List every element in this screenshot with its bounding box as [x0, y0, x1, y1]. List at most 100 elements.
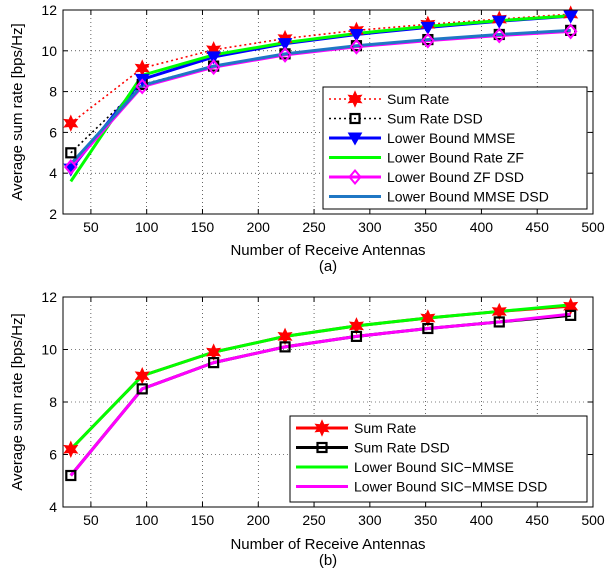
- x-tick-label-5: 300: [358, 219, 382, 235]
- legend-item: Lower Bound SIC−MMSE DSD: [296, 479, 547, 495]
- y-tick-label-1: 4: [49, 165, 57, 181]
- marker-4: [350, 330, 363, 342]
- marker-4: [349, 28, 364, 42]
- marker-7: [563, 23, 578, 40]
- marker-0: [63, 114, 79, 132]
- marker-3: [277, 38, 293, 52]
- marker-0: [64, 159, 78, 176]
- marker-legend: [348, 168, 362, 186]
- x-tick-label-1: 100: [135, 219, 159, 235]
- legend-label: Lower Bound Rate ZF: [387, 150, 524, 166]
- series-line-3: [69, 312, 571, 477]
- marker-3: [277, 327, 293, 346]
- marker-6: [493, 316, 505, 328]
- x-tick-label-3: 200: [247, 219, 271, 235]
- x-axis-label: Number of Receive Antennas: [230, 536, 425, 553]
- chart-caption: (b): [319, 552, 337, 569]
- marker-legend: [347, 132, 363, 146]
- marker-5: [420, 21, 436, 35]
- legend-label: Lower Bound SIC−MMSE: [354, 459, 514, 475]
- x-tick-label-1: 100: [135, 512, 159, 528]
- y-tick-label-0: 4: [49, 499, 57, 515]
- x-tick-label-7: 400: [470, 512, 494, 528]
- marker-2: [206, 59, 221, 76]
- series-markers-2: [63, 10, 579, 177]
- x-tick-label-4: 250: [302, 512, 326, 528]
- legend-label: Sum Rate DSD: [354, 440, 450, 456]
- y-tick-label-3: 8: [49, 84, 57, 100]
- y-axis: 2 4 6 8 10 12: [41, 2, 593, 222]
- series-group: [63, 297, 579, 482]
- marker-6: [491, 302, 507, 321]
- x-tick-label-0: 50: [83, 512, 99, 528]
- marker-2: [206, 343, 222, 361]
- marker-4: [348, 317, 365, 335]
- chart-caption: (a): [319, 258, 337, 275]
- legend-item: Sum Rate DSD: [329, 111, 483, 127]
- legend-item: Lower Bound Rate ZF: [329, 150, 524, 166]
- marker-4: [349, 38, 364, 55]
- x-tick-label-9: 500: [581, 219, 605, 235]
- y-axis-label: Average sum rate [bps/Hz]: [9, 23, 26, 200]
- marker-7: [565, 309, 577, 321]
- legend-label: Lower Bound ZF DSD: [387, 169, 524, 185]
- marker-7: [563, 10, 579, 24]
- marker-legend: [316, 441, 328, 454]
- y-tick-label-1: 6: [49, 447, 57, 463]
- chart-b: 50 100 150 200 250 300 350 400 450 500 4 6 8 10 12 Numb…: [9, 289, 605, 569]
- x-axis-label: Number of Receive Antennas: [230, 242, 425, 259]
- marker-5: [422, 322, 434, 335]
- x-tick-label-8: 450: [526, 219, 550, 235]
- marker-legend: [347, 90, 363, 108]
- x-tick-label-5: 300: [358, 512, 382, 528]
- legend-item: Sum Rate: [296, 419, 416, 437]
- y-axis: 4 6 8 10 12: [41, 289, 593, 515]
- marker-7: [563, 297, 579, 315]
- axes-frame: [62, 9, 594, 215]
- y-tick-label-4: 10: [41, 43, 57, 59]
- x-tick-label-2: 150: [191, 512, 215, 528]
- marker-0: [65, 469, 77, 482]
- y-tick-label-5: 12: [41, 2, 57, 18]
- chart-a: 50 100 150 200 250 300 350 400 450 500 2 4 6 8 10 12 Num…: [9, 2, 605, 275]
- legend-label: Sum Rate: [387, 91, 449, 107]
- series-markers-1: [65, 309, 577, 482]
- series-line-2: [69, 303, 571, 451]
- x-tick-label-7: 400: [470, 219, 494, 235]
- y-tick-label-4: 12: [41, 289, 57, 305]
- marker-5: [420, 309, 436, 327]
- legend: Sum Rate Sum Rate DSD Lower Bound MMSE Lowe…: [322, 86, 588, 210]
- marker-legend: [314, 419, 330, 437]
- y-tick-label-2: 8: [49, 394, 57, 410]
- marker-6: [491, 15, 507, 29]
- legend-label: Lower Bound MMSE DSD: [387, 189, 549, 205]
- y-tick-label-3: 10: [41, 342, 57, 358]
- y-tick-label-2: 6: [49, 124, 57, 140]
- legend-item: Lower Bound MMSE: [329, 130, 515, 146]
- y-tick-label-0: 2: [49, 206, 57, 222]
- marker-2: [206, 51, 221, 65]
- legend-item: Sum Rate: [329, 90, 449, 108]
- marker-1: [136, 383, 148, 395]
- x-tick-label-0: 50: [83, 219, 99, 235]
- x-tick-label-2: 150: [191, 219, 215, 235]
- series-group: [63, 5, 579, 183]
- marker-3: [279, 341, 291, 353]
- legend-label: Sum Rate DSD: [387, 111, 483, 127]
- marker-3: [278, 46, 292, 63]
- x-tick-label-3: 200: [247, 512, 271, 528]
- legend-item: Lower Bound ZF DSD: [329, 168, 524, 186]
- marker-0: [65, 147, 77, 159]
- x-tick-label-6: 350: [414, 219, 438, 235]
- x-tick-label-8: 450: [526, 512, 550, 528]
- x-tick-label-9: 500: [581, 512, 605, 528]
- legend-label: Lower Bound SIC−MMSE DSD: [354, 479, 547, 495]
- marker-5: [421, 32, 435, 49]
- legend-label: Sum Rate: [354, 420, 416, 436]
- series-markers-4: [64, 23, 578, 176]
- marker-legend: [349, 112, 361, 125]
- marker-2: [208, 357, 220, 369]
- marker-1: [134, 367, 150, 385]
- legend-item: Lower Bound SIC−MMSE: [296, 459, 514, 475]
